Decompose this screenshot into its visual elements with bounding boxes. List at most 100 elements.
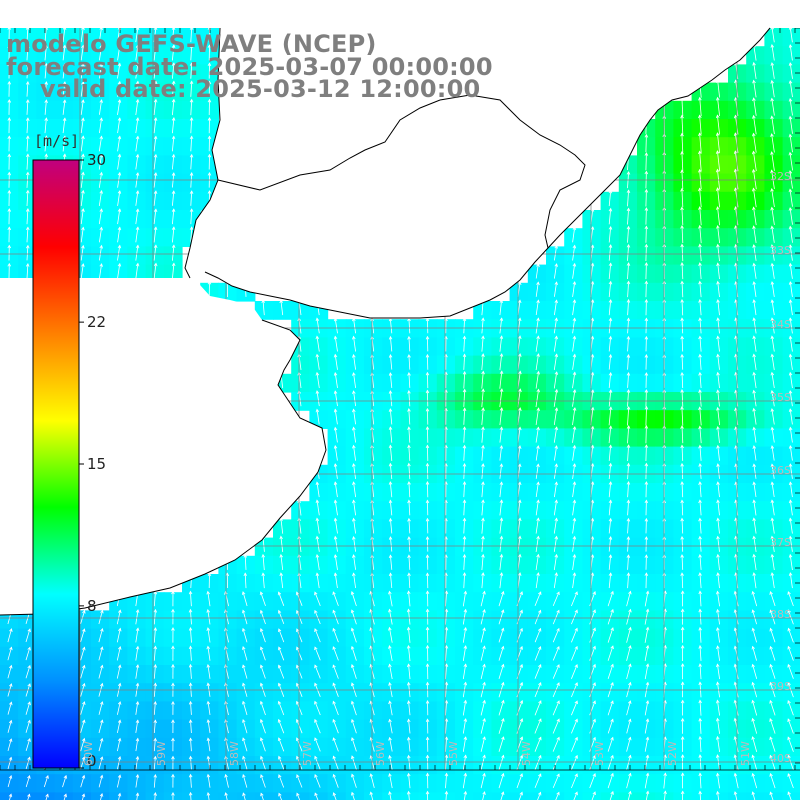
wind-arrow — [171, 719, 175, 734]
wind-arrow — [480, 590, 486, 607]
wind-arrow — [716, 389, 720, 407]
wind-arrow — [153, 645, 158, 661]
wind-arrow — [99, 81, 103, 97]
wind-arrow — [608, 262, 613, 279]
wind-arrow — [189, 44, 194, 61]
wind-arrow — [388, 718, 393, 734]
wind-arrow — [716, 371, 720, 389]
wind-arrow — [407, 499, 411, 516]
wind-arrow — [296, 628, 303, 643]
wind-arrow — [535, 426, 540, 443]
wind-arrow — [207, 117, 212, 134]
wind-arrow — [314, 591, 321, 607]
wind-arrow — [609, 790, 614, 800]
wind-arrow — [153, 700, 157, 715]
wind-arrow — [80, 628, 86, 643]
wind-arrow — [663, 790, 667, 800]
wind-arrow — [352, 463, 356, 479]
wind-arrow — [171, 627, 175, 643]
wind-arrow — [44, 81, 48, 97]
wind-arrow — [44, 135, 48, 152]
wind-arrow — [388, 335, 393, 352]
wind-arrow — [770, 335, 775, 352]
wind-arrow — [116, 609, 122, 625]
wind-arrow — [607, 608, 614, 625]
wind-arrow — [680, 298, 684, 316]
wind-arrow — [770, 281, 775, 297]
wind-arrow — [572, 317, 577, 334]
title-forecast-date: forecast date: 2025-03-07 00:00:00 — [6, 53, 493, 81]
wind-arrow — [278, 646, 285, 661]
wind-arrow — [406, 644, 411, 662]
wind-arrow — [716, 79, 720, 98]
wind-arrow — [261, 572, 266, 589]
wind-arrow — [644, 405, 649, 426]
wind-arrow — [770, 445, 775, 461]
wind-arrow — [25, 719, 31, 733]
wind-arrow — [333, 371, 338, 388]
wind-arrow — [444, 608, 449, 625]
wind-arrow — [698, 572, 702, 589]
wind-arrow — [534, 754, 542, 770]
wind-arrow — [607, 718, 614, 734]
wind-arrow — [535, 370, 540, 389]
wind-arrow — [535, 407, 540, 425]
wind-arrow — [481, 499, 485, 516]
wind-arrow — [171, 153, 176, 170]
wind-arrow — [770, 151, 775, 171]
wind-arrow — [608, 481, 613, 498]
wind-arrow — [535, 281, 540, 297]
wind-arrow — [626, 335, 631, 352]
wind-arrow — [571, 736, 578, 752]
wind-arrow — [314, 737, 321, 752]
wind-arrow — [572, 572, 577, 589]
wind-arrow — [444, 699, 449, 716]
wind-arrow — [680, 572, 684, 589]
wind-arrow — [98, 737, 104, 752]
wind-arrow — [462, 370, 467, 389]
wind-arrow — [481, 517, 485, 534]
wind-arrow — [626, 298, 631, 316]
wind-arrow — [572, 226, 577, 243]
wind-arrow — [153, 98, 158, 116]
wind-arrow — [207, 62, 212, 79]
wind-arrow — [499, 481, 504, 498]
wind-arrow — [589, 754, 596, 770]
latitude-label: 35S — [770, 391, 791, 404]
wind-arrow — [499, 317, 504, 334]
wind-arrow — [770, 572, 775, 589]
wind-arrow — [644, 389, 649, 407]
wind-arrow — [351, 773, 357, 788]
wind-arrow — [535, 463, 540, 479]
wind-arrow — [716, 553, 720, 571]
wind-arrow — [480, 627, 486, 643]
wind-arrow — [572, 244, 577, 261]
wind-arrow — [608, 299, 613, 316]
wind-arrow — [171, 645, 175, 661]
wind-arrow — [116, 664, 122, 679]
wind-arrow — [788, 133, 793, 153]
wind-arrow — [153, 44, 158, 61]
wind-arrow — [680, 132, 684, 153]
wind-arrow — [770, 535, 775, 552]
wind-arrow — [626, 462, 631, 480]
wind-arrow — [553, 317, 558, 334]
wind-arrow — [407, 389, 411, 407]
wind-arrow — [607, 700, 614, 716]
wind-arrow — [7, 719, 13, 733]
wind-arrow — [425, 536, 430, 552]
wind-arrow — [716, 425, 720, 443]
wind-arrow — [425, 644, 430, 662]
wind-arrow — [751, 717, 758, 734]
wind-arrow — [44, 117, 48, 134]
wind-arrow — [554, 481, 558, 498]
wind-arrow — [644, 372, 649, 388]
wind-arrow — [608, 317, 613, 334]
wind-arrow — [698, 699, 702, 716]
wind-arrow — [788, 44, 793, 61]
wind-arrow — [680, 371, 684, 389]
wind-arrow — [698, 353, 702, 370]
wind-arrow — [535, 535, 540, 552]
wind-arrow — [117, 755, 122, 770]
wind-arrow — [153, 627, 158, 643]
